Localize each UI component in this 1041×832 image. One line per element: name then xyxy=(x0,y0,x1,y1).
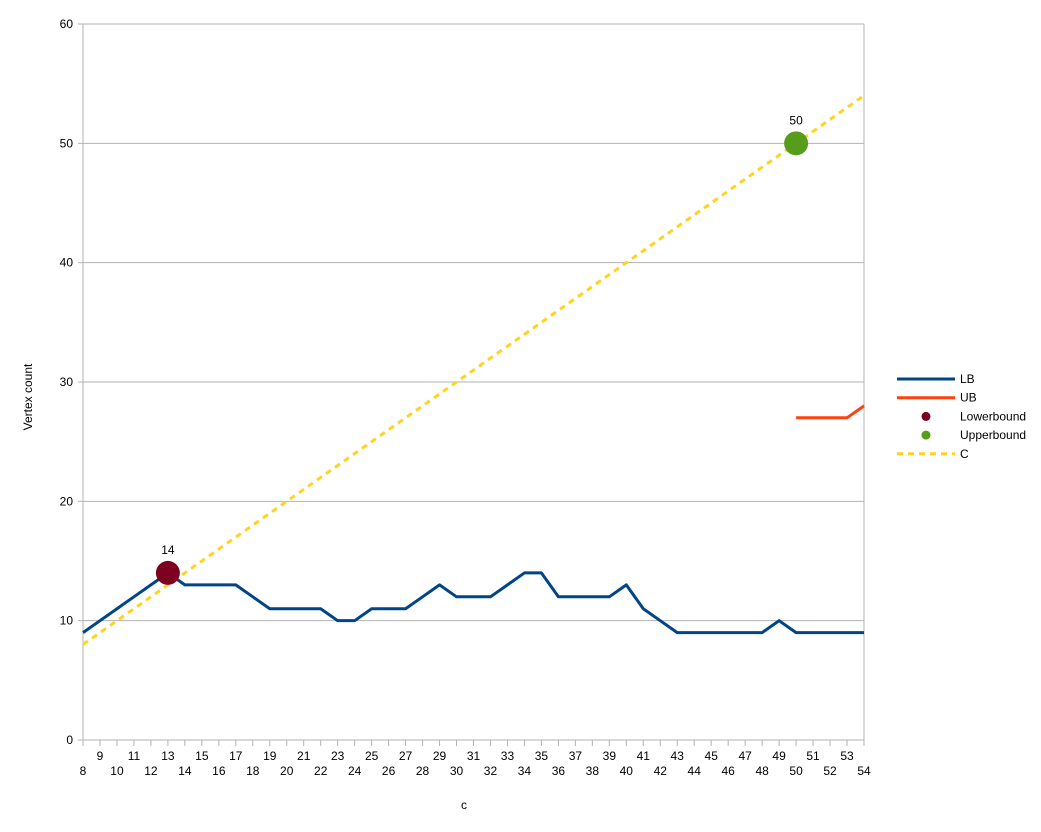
x-tick-label-48: 48 xyxy=(755,764,769,778)
x-tick-label-18: 18 xyxy=(246,764,260,778)
x-tick-label-26: 26 xyxy=(382,764,396,778)
y-tick-label-10: 10 xyxy=(60,614,74,628)
gridlines xyxy=(83,23,864,741)
x-tick-label-44: 44 xyxy=(688,764,702,778)
axes xyxy=(78,23,865,746)
x-tick-label-46: 46 xyxy=(721,764,735,778)
plot-area: 14 50 xyxy=(82,94,865,646)
x-tick-label-39: 39 xyxy=(603,749,617,763)
y-tick-label-0: 0 xyxy=(66,733,73,747)
x-tick-label-45: 45 xyxy=(705,749,719,763)
legend-swatch-lowerbound xyxy=(921,411,931,421)
x-tick-label-11: 11 xyxy=(128,749,141,763)
x-tick-label-12: 12 xyxy=(144,764,158,778)
y-tick-label-30: 30 xyxy=(60,375,74,389)
x-tick-label-37: 37 xyxy=(569,749,583,763)
x-tick-label-24: 24 xyxy=(348,764,362,778)
x-tick-label-10: 10 xyxy=(110,764,124,778)
x-tick-label-19: 19 xyxy=(263,749,277,763)
series-line-LB xyxy=(82,571,864,635)
x-tick-label-20: 20 xyxy=(280,764,294,778)
x-tick-label-31: 31 xyxy=(467,749,481,763)
x-tick-label-34: 34 xyxy=(518,764,532,778)
x-tick-label-51: 51 xyxy=(806,749,820,763)
x-tick-label-42: 42 xyxy=(654,764,668,778)
x-tick-label-29: 29 xyxy=(433,749,447,763)
series-line-UB xyxy=(796,404,865,420)
x-tick-label-22: 22 xyxy=(314,764,328,778)
y-tick-label-20: 20 xyxy=(60,494,74,508)
y-tick-label-40: 40 xyxy=(60,256,74,270)
x-tick-label-25: 25 xyxy=(365,749,379,763)
x-tick-label-14: 14 xyxy=(178,764,192,778)
point-lowerbound xyxy=(155,560,180,585)
x-tick-label-35: 35 xyxy=(535,749,549,763)
x-axis-title: c xyxy=(461,798,467,812)
x-tick-label-16: 16 xyxy=(212,764,226,778)
x-tick-label-52: 52 xyxy=(823,764,837,778)
x-tick-label-17: 17 xyxy=(229,749,243,763)
legend-label-lb: LB xyxy=(960,372,975,386)
x-tick-label-38: 38 xyxy=(586,764,600,778)
x-tick-label-15: 15 xyxy=(195,749,209,763)
legend-swatch-upperbound xyxy=(921,430,931,440)
data-label-lowerbound: 14 xyxy=(161,543,175,557)
x-tick-label-54: 54 xyxy=(857,764,871,778)
x-tick-label-40: 40 xyxy=(620,764,634,778)
data-label-upperbound: 50 xyxy=(789,113,803,127)
x-tick-label-30: 30 xyxy=(450,764,464,778)
x-tick-label-28: 28 xyxy=(416,764,430,778)
x-tick-label-43: 43 xyxy=(671,749,685,763)
legend: LB UB Lowerbound Upperbound C xyxy=(897,372,1026,461)
legend-label-c: C xyxy=(960,447,969,461)
x-tick-label-27: 27 xyxy=(399,749,413,763)
legend-label-lowerbound: Lowerbound xyxy=(960,409,1026,423)
x-tick-label-23: 23 xyxy=(331,749,345,763)
legend-label-upperbound: Upperbound xyxy=(960,428,1026,442)
x-tick-label-32: 32 xyxy=(484,764,498,778)
y-tick-label-60: 60 xyxy=(60,17,74,31)
x-tick-label-36: 36 xyxy=(552,764,566,778)
series-line-C xyxy=(82,94,865,646)
x-tick-label-13: 13 xyxy=(161,749,175,763)
legend-label-ub: UB xyxy=(960,391,977,405)
x-tick-label-8: 8 xyxy=(80,764,87,778)
y-tick-label-50: 50 xyxy=(60,136,74,150)
x-tick-label-53: 53 xyxy=(840,749,854,763)
tick-labels: 0102030405060891011121314151617181920212… xyxy=(60,17,871,778)
x-tick-label-9: 9 xyxy=(97,749,104,763)
y-axis-title: Vertex count xyxy=(21,363,35,430)
x-tick-label-50: 50 xyxy=(789,764,803,778)
x-tick-label-47: 47 xyxy=(738,749,752,763)
x-tick-label-33: 33 xyxy=(501,749,515,763)
x-tick-label-49: 49 xyxy=(772,749,786,763)
point-upperbound xyxy=(784,131,809,156)
x-tick-label-21: 21 xyxy=(297,749,311,763)
x-tick-label-41: 41 xyxy=(637,749,651,763)
